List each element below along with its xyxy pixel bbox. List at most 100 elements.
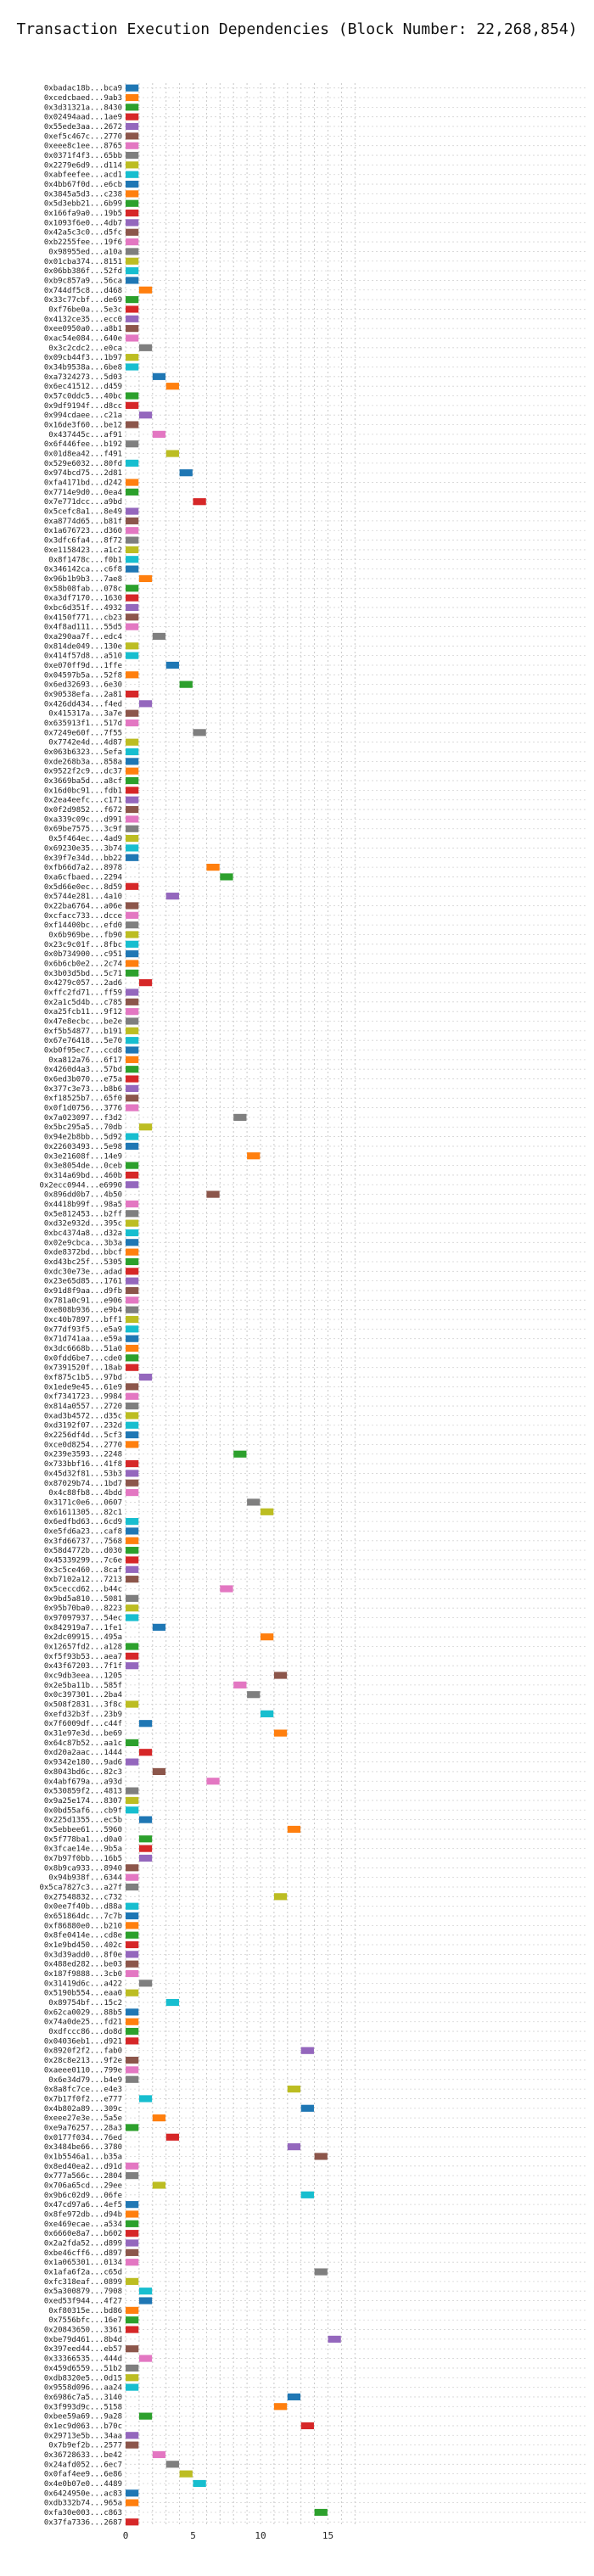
transaction-bar — [126, 2277, 139, 2285]
transaction-bar — [138, 1835, 153, 1843]
transaction-bar — [126, 1354, 139, 1362]
y-tick-label: 0x89754bf...15c2 — [48, 1999, 122, 2008]
transaction-bar — [126, 1133, 139, 1140]
y-tick-label: 0x9558d096...aa24 — [44, 2384, 122, 2393]
transaction-bar — [126, 1576, 139, 1583]
transaction-bar — [126, 1364, 139, 1371]
y-tick-label: 0x0371f4f3...65bb — [44, 152, 122, 160]
transaction-bar — [126, 2008, 139, 2016]
transaction-bar — [126, 1951, 139, 1958]
y-tick-label: 0xf5f93b53...aea7 — [44, 1653, 122, 1661]
y-tick-label: 0x22ba6764...a06e — [44, 902, 122, 910]
y-tick-label: 0x8920f2f2...fab0 — [44, 2047, 122, 2056]
y-tick-label: 0x0c397301...2ba4 — [44, 1691, 122, 1700]
y-tick-label: 0x1ede9e45...61e9 — [44, 1383, 122, 1392]
y-tick-label: 0x01cba374...8151 — [44, 258, 122, 266]
y-tick-label: 0x7742e4d...4d87 — [48, 739, 122, 748]
y-tick-label: 0x4c88fb8...4bdd — [48, 1489, 122, 1498]
y-tick-label: 0x3dfc6fa4...8f72 — [44, 537, 122, 546]
transaction-bar — [126, 1912, 139, 1920]
y-tick-label: 0x01d8ea42...f491 — [44, 451, 122, 459]
y-tick-label: 0x1093f6e0...4db7 — [44, 219, 122, 227]
transaction-bar — [138, 700, 153, 708]
transaction-bar — [126, 748, 139, 756]
transaction-bar — [126, 844, 139, 852]
transaction-bar — [247, 1152, 261, 1160]
transaction-bar — [126, 2441, 139, 2449]
transaction-bar — [126, 719, 139, 727]
y-tick-label: 0x12657fd2...a128 — [44, 1644, 122, 1652]
y-tick-label: 0xbe46cff6...d897 — [44, 2249, 122, 2258]
transaction-bar — [126, 536, 139, 544]
y-tick-label: 0x9df9194f...d8cc — [44, 402, 122, 411]
y-tick-label: 0x3e8054de...0ceb — [44, 1162, 122, 1171]
y-tick-label: 0x9522f2c9...dc37 — [44, 768, 122, 776]
transaction-bar — [152, 430, 166, 438]
transaction-bar — [126, 1594, 139, 1602]
transaction-bar — [126, 1162, 139, 1169]
transaction-bar — [165, 2461, 179, 2468]
y-tick-label: 0x3d31321a...8430 — [44, 104, 122, 112]
y-tick-label: 0x3fcae14e...9b5a — [44, 1845, 122, 1854]
y-tick-label: 0xe5fd6a23...caf8 — [44, 1527, 122, 1536]
transaction-bar — [126, 2248, 139, 2256]
transaction-bar — [165, 2133, 179, 2141]
y-tick-label: 0xf5b54877...b191 — [44, 1028, 122, 1036]
y-tick-label: 0x33c77cbf...de69 — [44, 296, 122, 305]
y-tick-label: 0x314a69bd...460b — [44, 1172, 122, 1180]
y-tick-label: 0x20843650...3361 — [44, 2327, 122, 2335]
transaction-bar — [126, 1306, 139, 1313]
y-tick-label: 0x09cb44f3...1b97 — [44, 354, 122, 362]
x-tick-label: 15 — [322, 2530, 333, 2541]
transaction-bar — [126, 180, 139, 188]
transaction-bar — [126, 2172, 139, 2180]
transaction-bar — [126, 1527, 139, 1535]
transaction-bar — [126, 882, 139, 890]
y-tick-label: 0x04597b5a...52f8 — [44, 671, 122, 680]
transaction-bar — [126, 1796, 139, 1805]
transaction-bar — [126, 113, 139, 120]
transaction-bar — [126, 2326, 139, 2333]
transaction-bar — [126, 1470, 139, 1477]
transaction-bar — [126, 2075, 139, 2083]
y-tick-label: 0x1e9bd450...402c — [44, 1941, 122, 1950]
transaction-bar — [300, 2422, 314, 2430]
y-tick-label: 0x02494aad...1ae9 — [44, 114, 122, 122]
y-tick-label: 0x71d741aa...e59a — [44, 1336, 122, 1344]
transaction-bar — [126, 248, 139, 255]
transaction-bar — [233, 1681, 247, 1688]
transaction-bar — [138, 2297, 153, 2304]
y-tick-label: 0x28c8e213...9f2e — [44, 2057, 122, 2065]
y-tick-label: 0x42a5c3c0...d5fc — [44, 229, 122, 238]
transaction-bar — [126, 1104, 139, 1112]
y-tick-label: 0x98955ed...a10a — [48, 248, 122, 256]
transaction-bar — [126, 902, 139, 910]
transaction-bar — [126, 1614, 139, 1621]
transaction-bar — [138, 344, 153, 351]
transaction-bar — [138, 412, 153, 419]
transaction-bar — [126, 1257, 139, 1266]
y-tick-label: 0xac54e084...640e — [44, 334, 122, 343]
transaction-bar — [300, 2191, 314, 2198]
y-tick-label: 0x426dd434...f4ed — [44, 700, 122, 708]
transaction-bar — [126, 267, 139, 275]
transaction-bar — [126, 556, 139, 563]
y-tick-label: 0xde8372bd...bbcf — [44, 1249, 122, 1257]
y-tick-label: 0x9bd5a810...5081 — [44, 1595, 122, 1604]
transaction-bar — [126, 787, 139, 794]
y-tick-label: 0x43f67203...7f1f — [44, 1662, 122, 1671]
transaction-bar — [126, 998, 139, 1005]
y-tick-label: 0x7b17f0f2...e777 — [44, 2095, 122, 2103]
transaction-bar — [126, 2162, 139, 2170]
y-tick-label: 0x8fe972db...d94b — [44, 2210, 122, 2219]
y-tick-label: 0x47e8ecbc...be2e — [44, 1018, 122, 1027]
y-tick-label: 0x2e5ba11b...585f — [44, 1682, 122, 1690]
y-tick-label: 0xaeee0110...799e — [44, 2066, 122, 2075]
transaction-bar — [138, 2355, 153, 2362]
transaction-bar — [126, 603, 139, 612]
transaction-bar — [314, 2268, 328, 2276]
y-tick-label: 0x8f1478c...f0b1 — [48, 556, 122, 564]
transaction-bar — [314, 2508, 328, 2517]
y-tick-label: 0x0f2d9852...f672 — [44, 806, 122, 815]
transaction-bar — [138, 1845, 153, 1852]
